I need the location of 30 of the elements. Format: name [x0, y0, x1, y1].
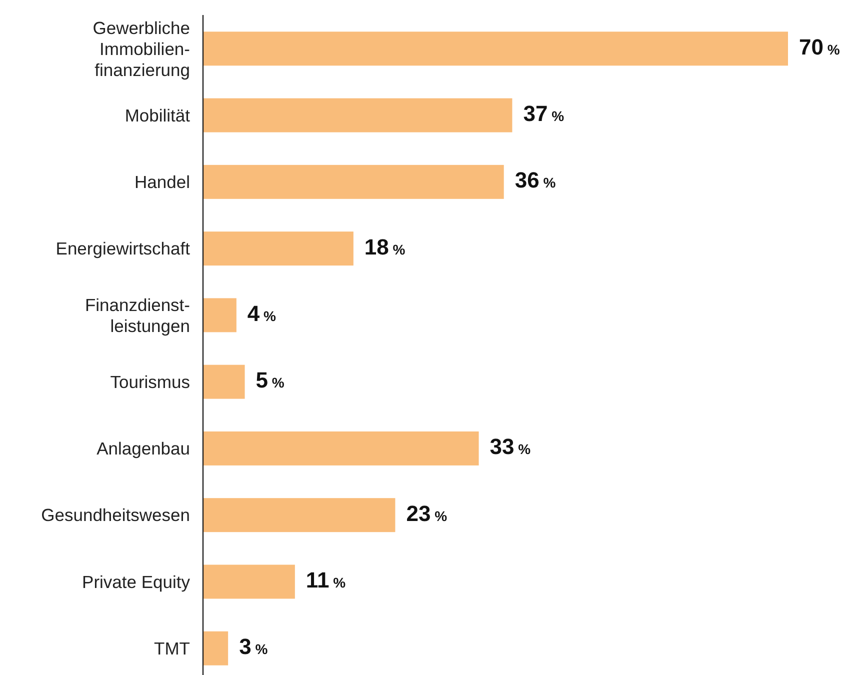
bar	[203, 631, 228, 666]
data-label: 37 %	[523, 101, 565, 126]
y-tick-label: Gesundheitswesen	[41, 505, 190, 526]
bar	[203, 32, 788, 66]
y-tick-label: Gewerbliche Immobilien- finanzierung	[92, 18, 190, 80]
bar	[203, 232, 354, 266]
y-tick-label: Anlagenbau	[96, 438, 190, 459]
bar	[203, 564, 295, 599]
y-tick-label: Finanzdienst- leistungen	[84, 294, 190, 336]
data-label: 11 %	[306, 567, 346, 592]
bar	[203, 98, 512, 132]
y-tick-label: Energiewirtschaft	[56, 238, 190, 259]
y-tick-label: TMT	[154, 638, 190, 658]
bar	[203, 431, 479, 466]
y-tick-label: Mobilität	[124, 105, 190, 126]
data-label: 5 %	[256, 368, 285, 393]
bar	[203, 298, 236, 332]
bar	[203, 364, 245, 399]
y-tick-label: Tourismus	[110, 372, 190, 392]
data-label: 36 %	[514, 168, 556, 193]
y-tick-label: Handel	[134, 172, 190, 192]
data-label: 70 %	[799, 34, 840, 60]
y-tick-label: Private Equity	[82, 572, 190, 592]
data-label: 23 %	[406, 500, 448, 526]
bar	[203, 498, 396, 532]
bar	[203, 164, 504, 199]
data-label: 18 %	[364, 234, 406, 260]
data-label: 33 %	[490, 434, 532, 460]
data-label: 4 %	[247, 300, 277, 326]
data-label: 3 %	[239, 634, 268, 660]
